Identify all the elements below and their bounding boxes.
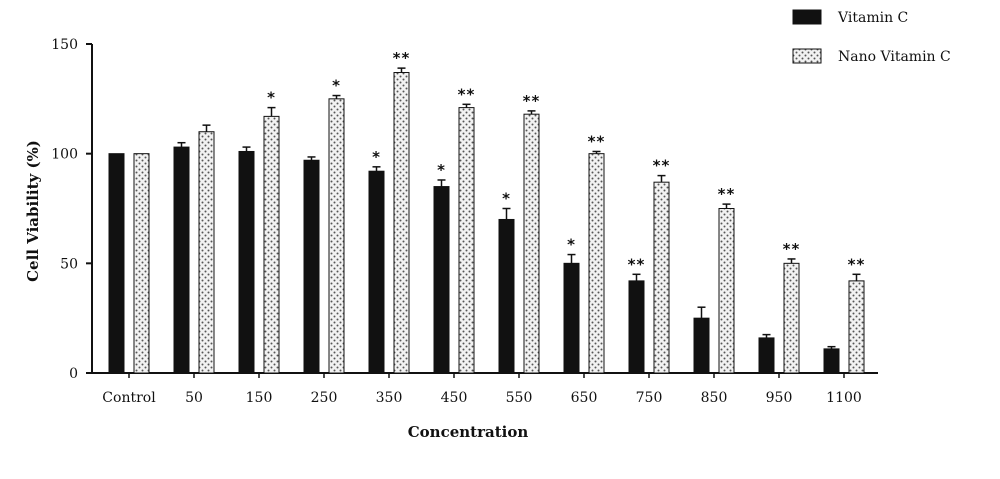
bar-nano-vitamin-c-950 xyxy=(783,262,800,374)
y-axis-title: Cell Viability (%) xyxy=(24,140,42,282)
significance-marker: ** xyxy=(588,132,606,150)
x-tick-label: 950 xyxy=(766,390,793,406)
significance-marker: * xyxy=(502,190,511,208)
x-tick-label: 350 xyxy=(376,390,403,406)
x-tick-label: 150 xyxy=(246,390,273,406)
x-tick-label: 1100 xyxy=(826,390,862,406)
x-tick-label: 50 xyxy=(185,390,203,406)
bar-vitamin-c-control xyxy=(108,153,125,374)
bar-vitamin-c-550 xyxy=(498,218,515,374)
bar-vitamin-c-1100 xyxy=(823,348,840,374)
bar-vitamin-c-750 xyxy=(628,280,645,374)
significance-marker: * xyxy=(372,148,381,166)
significance-marker: ** xyxy=(458,85,476,103)
y-tick-label: 150 xyxy=(51,37,78,53)
legend: Vitamin C Nano Vitamin C xyxy=(792,9,951,65)
bar-vitamin-c-850 xyxy=(693,317,710,374)
bar-nano-vitamin-c-1100 xyxy=(848,280,865,374)
bar-nano-vitamin-c-650 xyxy=(588,153,605,374)
bar-nano-vitamin-c-50 xyxy=(198,131,215,374)
legend-swatch-vitamin-c xyxy=(792,9,822,25)
bar-nano-vitamin-c-850 xyxy=(718,208,735,374)
bar-vitamin-c-650 xyxy=(563,262,580,374)
significance-marker: ** xyxy=(718,185,736,203)
bar-nano-vitamin-c-150 xyxy=(263,115,280,374)
bar-nano-vitamin-c-350 xyxy=(393,72,410,374)
bar-nano-vitamin-c-450 xyxy=(458,107,475,374)
bar-vitamin-c-250 xyxy=(303,159,320,374)
bar-vitamin-c-150 xyxy=(238,150,255,374)
x-tick-label: 650 xyxy=(571,390,598,406)
significance-marker: ** xyxy=(393,49,411,67)
significance-marker: * xyxy=(267,89,276,107)
bar-nano-vitamin-c-750 xyxy=(653,181,670,374)
significance-marker: * xyxy=(437,161,446,179)
x-tick-label: 850 xyxy=(701,390,728,406)
bar-nano-vitamin-c-550 xyxy=(523,113,540,374)
x-tick-label: 750 xyxy=(636,390,663,406)
y-tick-label: 100 xyxy=(51,147,78,163)
legend-label-vitamin-c: Vitamin C xyxy=(837,10,908,26)
significance-marker: ** xyxy=(628,255,646,273)
significance-marker: ** xyxy=(783,240,801,258)
significance-marker: ** xyxy=(848,255,866,273)
significance-marker: ** xyxy=(523,92,541,110)
bar-vitamin-c-50 xyxy=(173,146,190,374)
bar-nano-vitamin-c-250 xyxy=(328,98,345,374)
x-tick-label: Control xyxy=(102,390,156,406)
significance-marker: * xyxy=(567,236,576,254)
x-axis-title: Concentration xyxy=(408,423,529,441)
bar-vitamin-c-950 xyxy=(758,337,775,374)
legend-label-nano-vitamin-c: Nano Vitamin C xyxy=(838,49,951,65)
significance-marker: ** xyxy=(653,157,671,175)
legend-swatch-nano-vitamin-c xyxy=(792,48,822,64)
x-tick-label: 550 xyxy=(506,390,533,406)
significance-marker: * xyxy=(332,77,341,95)
x-tick-label: 250 xyxy=(311,390,338,406)
y-tick-label: 50 xyxy=(60,256,78,272)
bar-vitamin-c-450 xyxy=(433,186,450,374)
y-tick-label: 0 xyxy=(69,366,78,382)
bar-nano-vitamin-c-control xyxy=(133,153,150,374)
bar-vitamin-c-350 xyxy=(368,170,385,374)
x-tick-label: 450 xyxy=(441,390,468,406)
